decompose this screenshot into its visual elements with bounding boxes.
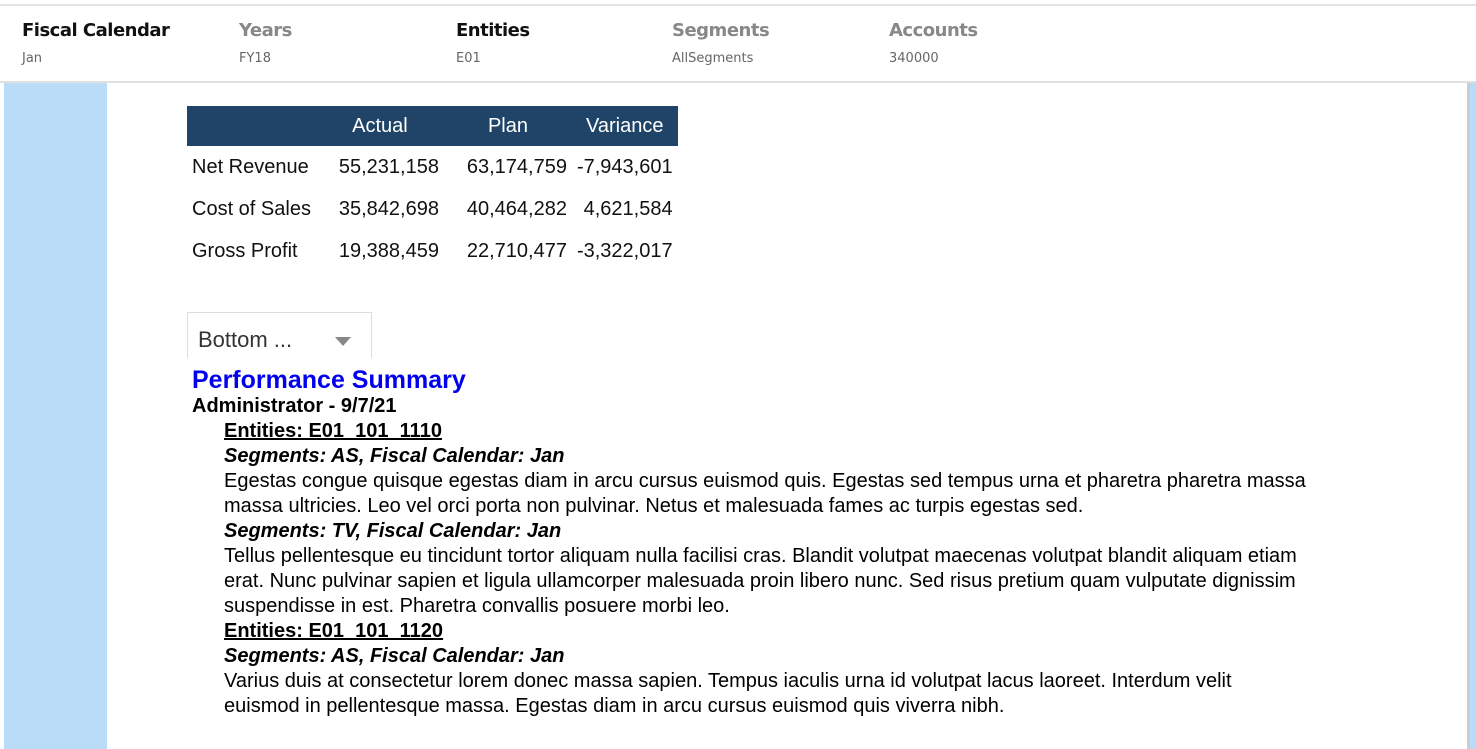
cell[interactable]: 35,842,698 [338, 197, 439, 220]
pov-value: 340000 [889, 51, 939, 66]
segment-heading: Segments: AS, Fiscal Calendar: Jan [224, 645, 565, 667]
table-row: Gross Profit 19,388,459 22,710,477 -3,322,0… [187, 230, 678, 272]
pov-value: AllSegments [672, 51, 754, 66]
cell[interactable]: -3,322,017 [576, 239, 673, 262]
top-divider [0, 4, 1476, 6]
cell[interactable]: 19,388,459 [338, 239, 439, 262]
pov-entities[interactable]: Entities E01 [456, 20, 530, 66]
cell[interactable]: 40,464,282 [466, 197, 567, 220]
segment-heading: Segments: AS, Fiscal Calendar: Jan [224, 445, 565, 467]
table-row: Cost of Sales 35,842,698 40,464,282 4,621,5… [187, 188, 678, 230]
segment-heading: Segments: TV, Fiscal Calendar: Jan [224, 520, 562, 542]
cell[interactable]: 55,231,158 [338, 155, 439, 178]
pov-value: Jan [22, 51, 43, 66]
summary-author: Administrator - 9/7/21 [192, 395, 397, 417]
pov-label: Entities [456, 20, 530, 41]
pov-segments[interactable]: Segments AllSegments [672, 20, 770, 66]
grid-header-plan: Plan [443, 106, 572, 146]
grid-header-corner [187, 106, 316, 146]
pov-fiscal-calendar[interactable]: Fiscal Calendar Jan [22, 20, 170, 66]
pov-accounts[interactable]: Accounts 340000 [889, 20, 978, 66]
financial-grid: Actual Plan Variance Net Revenue 55,231,1… [187, 106, 678, 272]
pov-bar: Fiscal Calendar Jan Years FY18 Entities E01… [0, 6, 1476, 83]
chevron-down-icon [335, 337, 351, 346]
summary-title: Performance Summary [192, 366, 466, 394]
pov-label: Accounts [889, 20, 978, 41]
pov-value: E01 [456, 51, 481, 66]
comment-text: Varius duis at consectetur lorem donec m… [224, 670, 1232, 717]
pov-label: Years [239, 20, 292, 41]
right-scrollbar[interactable] [1467, 83, 1476, 749]
pov-label: Segments [672, 20, 770, 41]
row-label: Gross Profit [192, 239, 298, 262]
grid-header-actual: Actual [315, 106, 444, 146]
cell[interactable]: -7,943,601 [576, 155, 673, 178]
grid-header-variance: Variance [571, 106, 678, 146]
cell[interactable]: 63,174,759 [466, 155, 567, 178]
grid-header-row: Actual Plan Variance [187, 106, 678, 146]
pov-label: Fiscal Calendar [22, 20, 170, 41]
table-row: Net Revenue 55,231,158 63,174,759 -7,943,60… [187, 146, 678, 188]
row-label: Cost of Sales [192, 197, 311, 220]
row-label: Net Revenue [192, 155, 309, 178]
cell[interactable]: 4,621,584 [583, 197, 673, 220]
comment-text: Tellus pellentesque eu tincidunt tortor … [224, 545, 1297, 617]
pov-value: FY18 [239, 51, 271, 66]
left-panel [4, 83, 107, 749]
dropdown-value: Bottom ... [198, 327, 293, 352]
performance-summary: Performance Summary Administrator - 9/7/… [192, 366, 1312, 719]
entity-heading: Entities: E01_101_1120 [224, 620, 444, 642]
comment-text: Egestas congue quisque egestas diam in a… [224, 470, 1306, 517]
filter-dropdown[interactable]: Bottom ... [187, 312, 372, 358]
cell[interactable]: 22,710,477 [466, 239, 567, 262]
entity-heading: Entities: E01_101_1110 [224, 420, 442, 442]
pov-years[interactable]: Years FY18 [239, 20, 292, 66]
